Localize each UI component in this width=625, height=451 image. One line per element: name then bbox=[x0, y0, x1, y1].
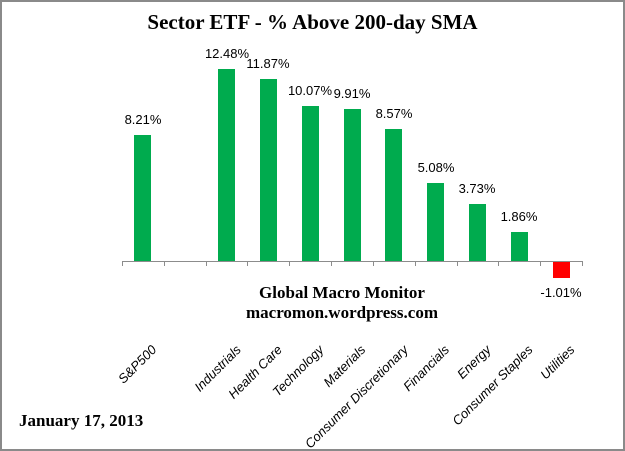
bar-consumer-staples bbox=[511, 232, 528, 261]
category-label: Energy bbox=[453, 342, 494, 382]
value-label: 9.91% bbox=[333, 86, 371, 101]
x-axis-tick bbox=[582, 261, 583, 266]
watermark-line2: macromon.wordpress.com bbox=[245, 303, 438, 322]
x-axis-tick bbox=[206, 261, 207, 266]
x-axis-tick bbox=[331, 261, 332, 266]
value-label: 10.07% bbox=[287, 83, 333, 98]
date-label: January 17, 2013 bbox=[19, 411, 144, 430]
x-axis-tick bbox=[247, 261, 248, 266]
bar-health-care bbox=[260, 79, 277, 261]
bar-industrials bbox=[218, 69, 235, 261]
watermark-line1: Global Macro Monitor bbox=[259, 283, 425, 302]
watermark: Global Macro Monitor macromon.wordpress.… bbox=[102, 283, 582, 323]
category-label: Utilities bbox=[537, 342, 578, 383]
value-label: 8.57% bbox=[375, 106, 413, 121]
value-label: 3.73% bbox=[458, 181, 496, 196]
x-axis-tick bbox=[373, 261, 374, 266]
value-label: 5.08% bbox=[417, 160, 455, 175]
bar-s-p500 bbox=[134, 135, 151, 261]
x-axis-tick bbox=[457, 261, 458, 266]
x-axis-tick bbox=[498, 261, 499, 266]
category-label: S&P500 bbox=[115, 342, 160, 387]
bar-consumer-discretionary bbox=[385, 129, 402, 261]
bar-utilities bbox=[553, 262, 570, 278]
value-label: 11.87% bbox=[246, 56, 290, 71]
value-label: 1.86% bbox=[500, 209, 538, 224]
x-axis-tick bbox=[122, 261, 123, 266]
x-axis-tick bbox=[289, 261, 290, 266]
value-label: 12.48% bbox=[204, 46, 250, 61]
x-axis-tick bbox=[164, 261, 165, 266]
category-label: Consumer Staples bbox=[449, 342, 536, 429]
value-label: -1.01% bbox=[540, 285, 582, 300]
bar-energy bbox=[469, 204, 486, 261]
bar-financials bbox=[427, 183, 444, 261]
chart-title: Sector ETF - % Above 200-day SMA bbox=[147, 10, 478, 34]
x-axis bbox=[122, 261, 583, 262]
bar-materials bbox=[344, 109, 361, 261]
x-axis-tick bbox=[540, 261, 541, 266]
x-axis-tick bbox=[415, 261, 416, 266]
value-label: 8.21% bbox=[124, 112, 162, 127]
bar-technology bbox=[302, 106, 319, 261]
